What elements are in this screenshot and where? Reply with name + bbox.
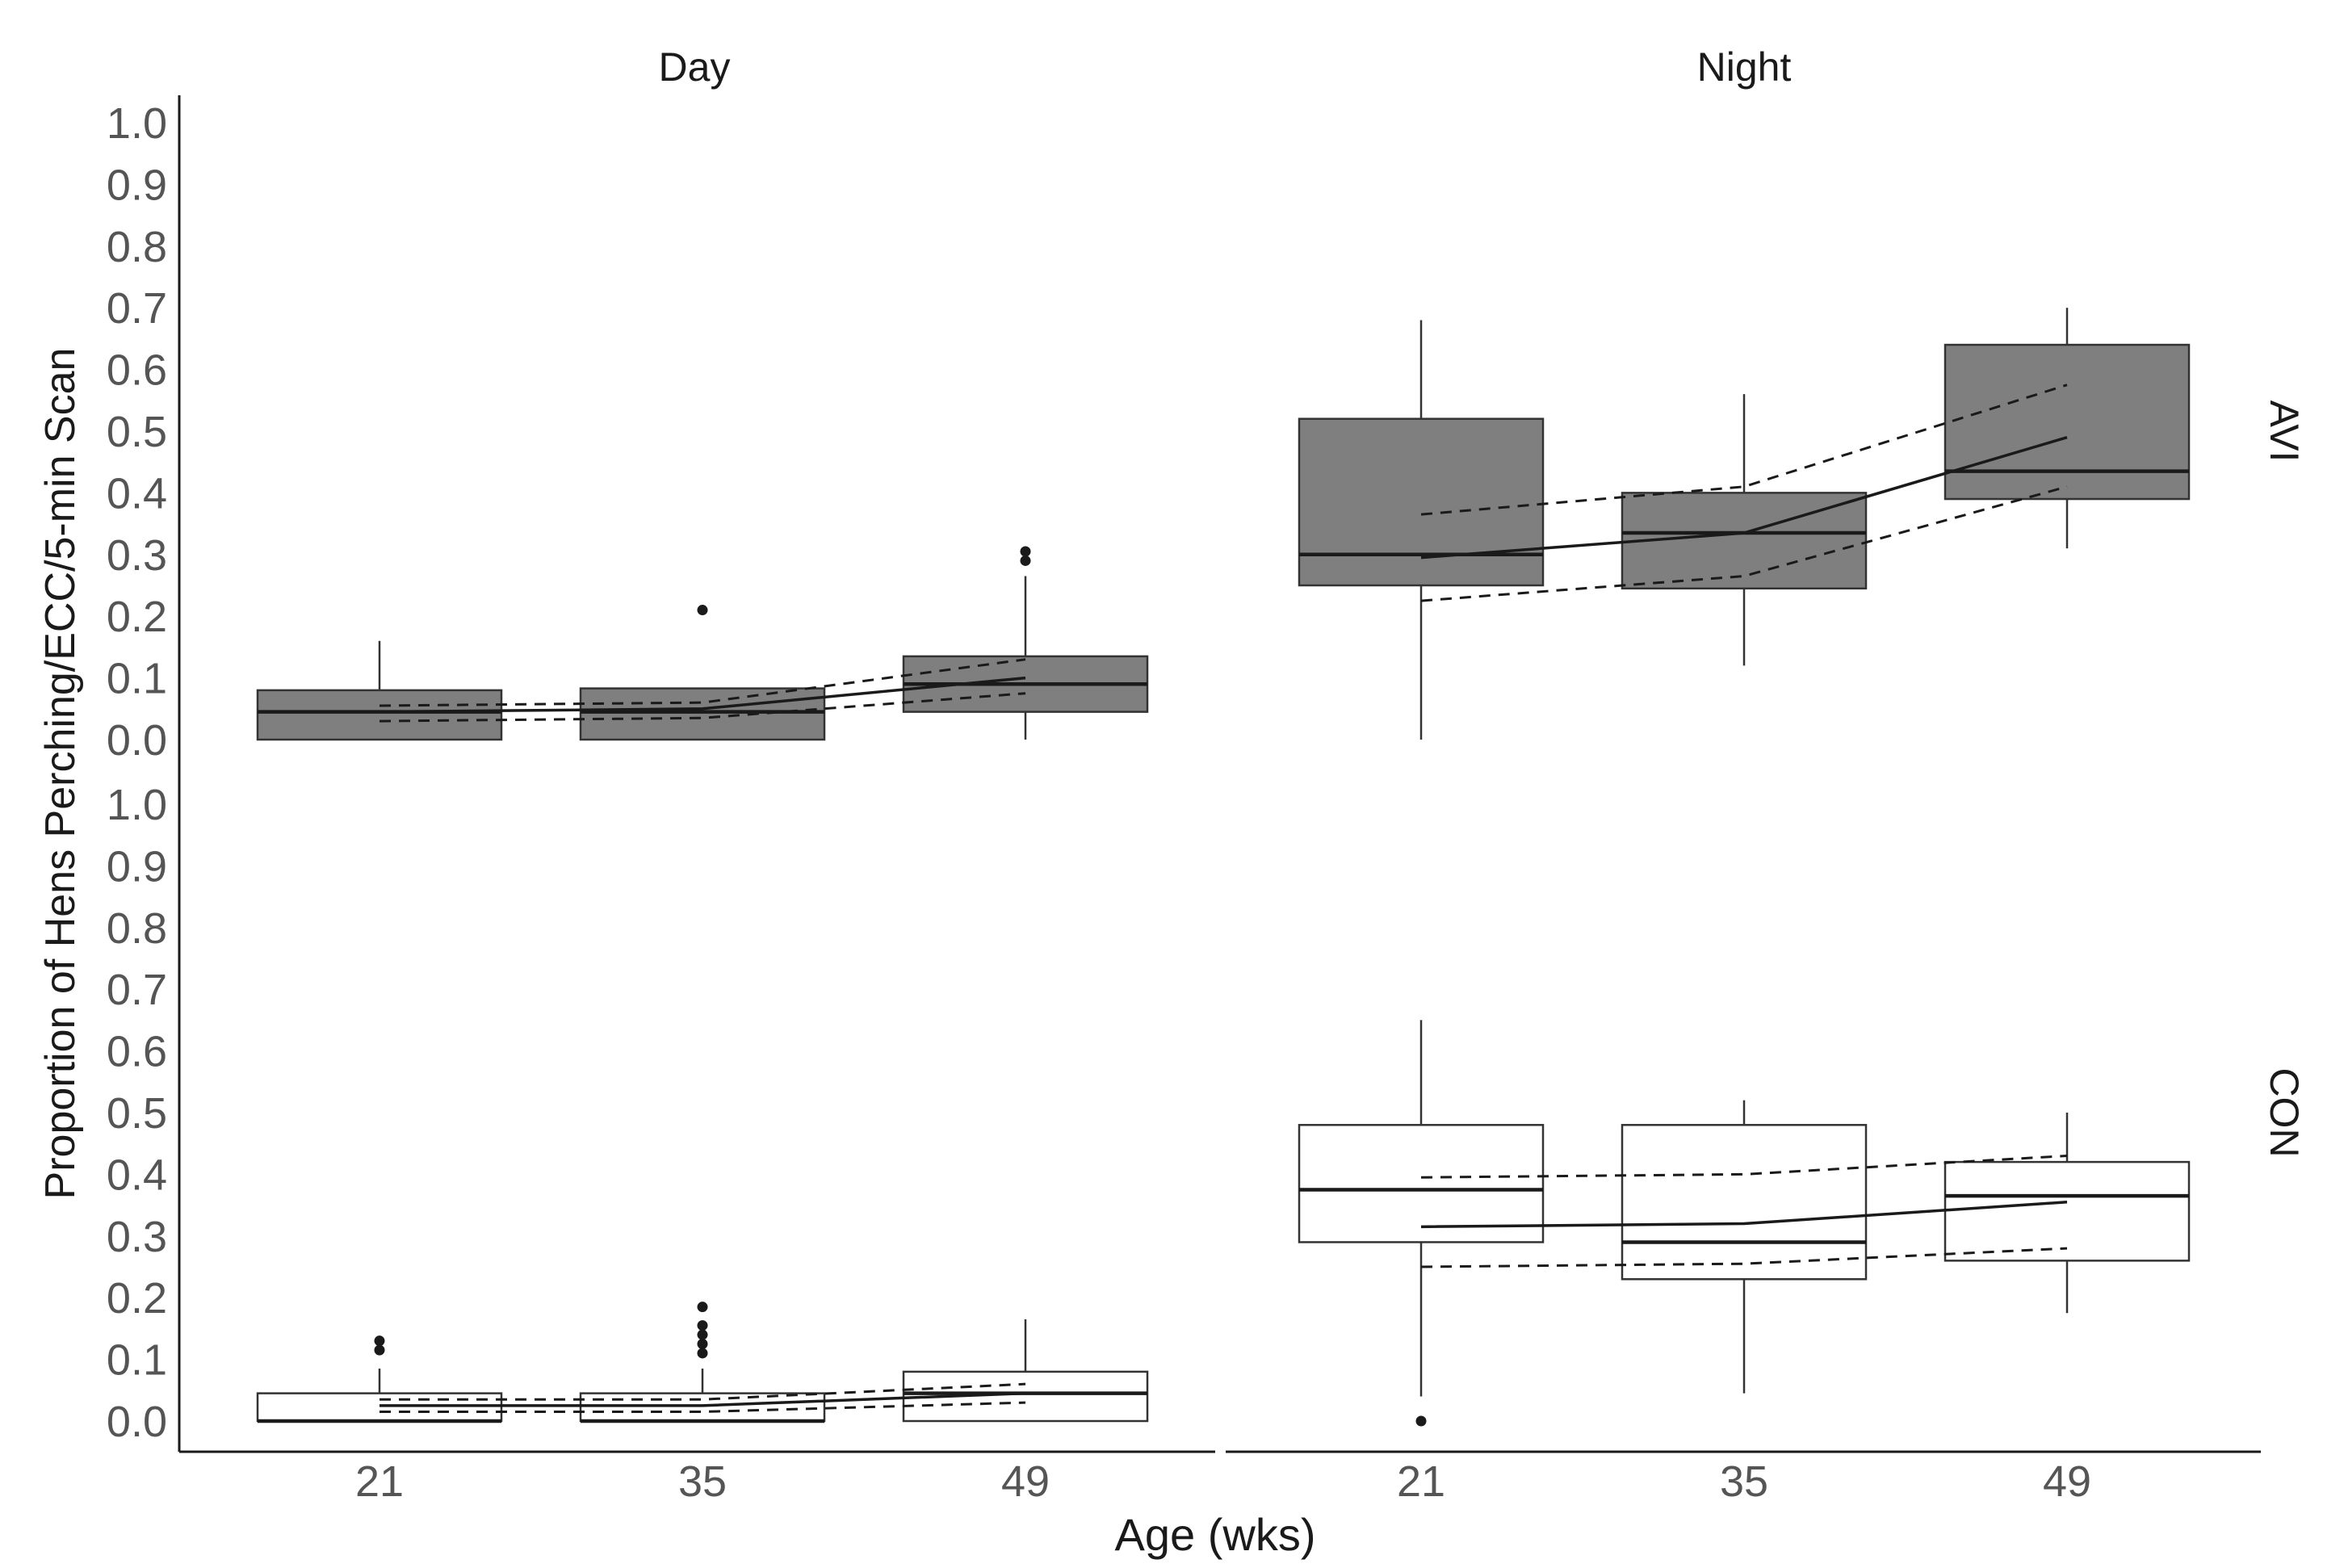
outlier-point [697, 1339, 708, 1349]
ci-lower-line [1420, 1247, 2068, 1268]
box-iqr [256, 689, 503, 741]
fit-line [379, 676, 1026, 714]
outlier-point [1415, 1415, 1427, 1427]
box-iqr [1621, 1124, 1868, 1281]
outlier-point [1020, 555, 1031, 566]
y-tick-label: 0.3 [107, 531, 167, 580]
outlier-point [697, 1329, 708, 1340]
marks-layer [256, 308, 2191, 1427]
ci-upper-line [1420, 384, 2068, 516]
ci-upper-line [1420, 1154, 2068, 1179]
fit-line [1420, 1201, 2068, 1229]
outlier-point [374, 1335, 385, 1347]
row-label-con: CON [2262, 1067, 2307, 1157]
outlier-point [697, 1302, 708, 1313]
outlier-point [697, 1320, 708, 1331]
x-axis-label: Age (wks) [1115, 1509, 1316, 1560]
y-tick-label: 1.0 [107, 781, 167, 829]
y-axis-label: Proportion of Hens Perching/ECC/5-min Sc… [37, 348, 84, 1200]
box-iqr [1298, 1124, 1545, 1243]
x-tick-label: 21 [355, 1457, 404, 1506]
x-tick-label: 49 [2043, 1457, 2091, 1506]
fit-line [1420, 435, 2068, 560]
y-tick-label: 0.2 [107, 1274, 167, 1323]
y-tick-label: 0.9 [107, 161, 167, 209]
labels-layer: Proportion of Hens Perching/ECC/5-min Sc… [37, 44, 2307, 1560]
y-tick-label: 0.5 [107, 1089, 167, 1138]
y-tick-label: 0.1 [107, 1336, 167, 1385]
outlier-point [697, 605, 708, 616]
outlier-point [1020, 546, 1031, 557]
ci-lower-line [1420, 485, 2068, 602]
ci-upper-line [379, 658, 1026, 707]
y-tick-label: 1.0 [107, 99, 167, 148]
y-tick-label: 0.8 [107, 904, 167, 953]
box-iqr [1621, 492, 1868, 590]
y-tick-label: 0.3 [107, 1213, 167, 1261]
y-tick-label: 0.7 [107, 966, 167, 1014]
row-label-avi: AVI [2262, 400, 2307, 463]
box-iqr [579, 687, 826, 741]
box-iqr [256, 1392, 503, 1423]
x-tick-label: 35 [678, 1457, 727, 1506]
y-tick-label: 0.7 [107, 284, 167, 333]
column-label-day: Day [659, 44, 731, 90]
outlier-point [697, 1348, 708, 1359]
ci-lower-line [379, 692, 1026, 723]
y-tick-label: 0.0 [107, 1398, 167, 1446]
y-tick-label: 0.9 [107, 842, 167, 891]
column-label-night: Night [1697, 44, 1792, 90]
box-iqr [579, 1392, 826, 1423]
box-iqr [1298, 417, 1545, 587]
outlier-point [374, 1344, 385, 1356]
x-tick-label: 35 [1720, 1457, 1768, 1506]
y-tick-label: 0.6 [107, 346, 167, 395]
y-tick-label: 0.8 [107, 223, 167, 271]
y-tick-label: 0.5 [107, 408, 167, 456]
y-tick-label: 0.2 [107, 593, 167, 641]
y-tick-label: 0.0 [107, 716, 167, 765]
box-iqr [1944, 1160, 2191, 1262]
fit-line [379, 1391, 1026, 1407]
x-tick-label: 49 [1001, 1457, 1050, 1506]
ci-lower-line [379, 1401, 1026, 1414]
y-tick-label: 0.4 [107, 1151, 167, 1199]
box-iqr [1944, 343, 2191, 501]
y-tick-label: 0.4 [107, 469, 167, 518]
x-tick-label: 21 [1397, 1457, 1445, 1506]
axes-layer: 0.0 0.1 0.2 0.3 0.4 0.5 0.6 0.7 0.8 0.9 1.0 0.0 0.1 0… [107, 95, 2261, 1506]
y-tick-label: 0.1 [107, 655, 167, 703]
y-tick-label: 0.6 [107, 1028, 167, 1076]
ci-upper-line [379, 1382, 1026, 1401]
